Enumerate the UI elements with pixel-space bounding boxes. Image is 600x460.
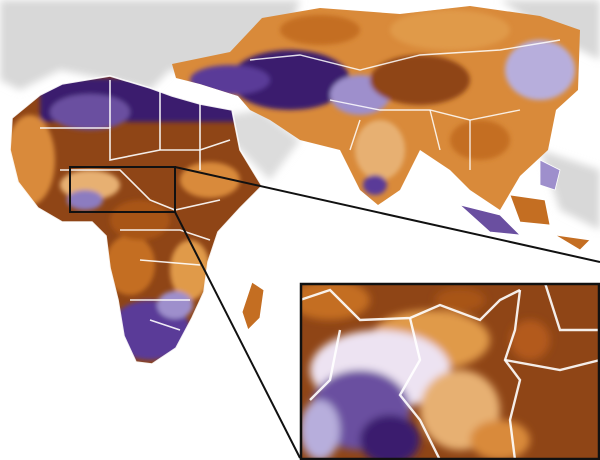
zoom-line [174, 166, 600, 263]
zoom-box [69, 166, 176, 213]
asia-borders [249, 39, 561, 170]
islands [459, 159, 591, 251]
inset-frame [299, 282, 600, 460]
inset-map [300, 283, 600, 460]
madagascar [241, 281, 265, 331]
zoom-line [174, 211, 301, 459]
africa-borders [9, 75, 264, 365]
